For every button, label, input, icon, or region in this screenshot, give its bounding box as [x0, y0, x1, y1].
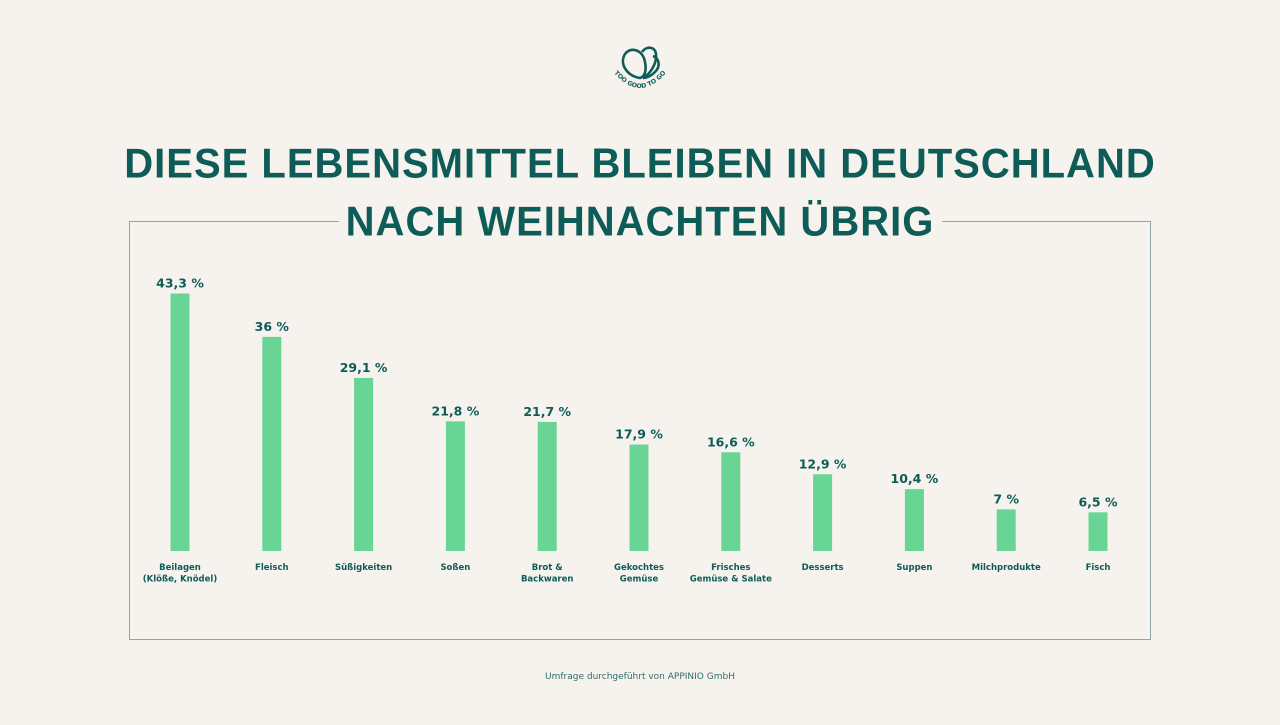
category-label: Gekochtes — [614, 563, 664, 573]
bar — [629, 444, 649, 551]
bar-value-label: 12,9 % — [799, 456, 847, 471]
bar — [354, 377, 374, 551]
bar — [904, 489, 924, 551]
category-label: Fisch — [1086, 563, 1111, 573]
frame-border — [942, 221, 1151, 222]
survey-source-note: Umfrage durchgeführt von APPINIO GmbH — [545, 672, 735, 682]
bar-value-label: 10,4 % — [891, 471, 939, 486]
bar — [721, 452, 741, 551]
bar-value-label: 16,6 % — [707, 434, 755, 449]
frame-border — [129, 221, 130, 640]
category-label: (Klöße, Knödel) — [143, 575, 218, 585]
bar-value-label: 17,9 % — [615, 427, 663, 442]
bar-value-label: 7 % — [993, 491, 1019, 506]
category-label: Beilagen — [159, 563, 201, 573]
bar-value-label: 21,8 % — [432, 403, 480, 418]
category-label: Frisches — [711, 563, 750, 573]
category-label: Milchprodukte — [972, 563, 1041, 573]
category-label: Gemüse — [620, 575, 659, 585]
bar — [170, 293, 190, 551]
frame-border — [129, 221, 339, 222]
bar-value-label: 43,3 % — [156, 276, 204, 291]
chart-title-line-1: DIESE LEBENSMITTEL BLEIBEN IN DEUTSCHLAN… — [124, 140, 1156, 188]
category-label: Gemüse & Salate — [690, 575, 772, 585]
bar — [445, 421, 465, 551]
category-label: Suppen — [896, 563, 932, 573]
frame-border — [129, 639, 1151, 640]
bar-value-label: 6,5 % — [1078, 494, 1117, 509]
bar — [537, 421, 557, 551]
bar — [1088, 512, 1108, 551]
category-label: Desserts — [802, 563, 844, 573]
too-good-to-go-leaves-icon — [621, 46, 660, 80]
bar — [813, 474, 833, 551]
frame-border — [1150, 221, 1151, 640]
bar-value-label: 29,1 % — [340, 360, 388, 375]
bar — [996, 509, 1016, 551]
category-label: Soßen — [440, 563, 470, 573]
category-label: Fleisch — [255, 563, 289, 573]
bar-value-label: 21,7 % — [523, 404, 571, 419]
category-label: Brot & — [532, 563, 564, 573]
category-label: Süßigkeiten — [335, 563, 392, 573]
category-label: Backwaren — [521, 575, 574, 585]
bar-value-label: 36 % — [255, 319, 290, 334]
chart-title-line-2: NACH WEIHNACHTEN ÜBRIG — [345, 198, 935, 246]
bar — [262, 336, 282, 551]
too-good-to-go-logo: TOO GOOD TO GO — [613, 46, 667, 90]
